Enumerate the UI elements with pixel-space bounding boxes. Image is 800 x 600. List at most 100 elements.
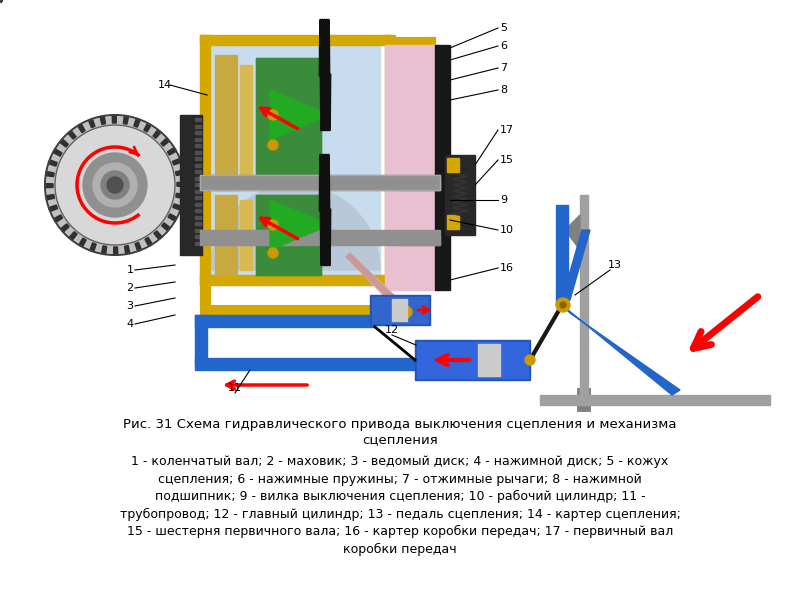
Bar — [0, 0, 1, 1]
Bar — [435, 45, 450, 290]
Text: 3: 3 — [126, 301, 134, 311]
Polygon shape — [176, 193, 184, 199]
Text: 14: 14 — [158, 80, 172, 90]
Text: 10: 10 — [500, 225, 514, 235]
Polygon shape — [114, 247, 118, 255]
Circle shape — [107, 177, 123, 193]
Bar — [195, 196, 201, 199]
Polygon shape — [46, 194, 54, 200]
Bar — [256, 58, 321, 183]
Text: Рис. 31 Схема гидравлического привода выключения сцепления и механизма: Рис. 31 Схема гидравлического привода вы… — [123, 418, 677, 431]
Bar — [200, 35, 210, 285]
Bar — [0, 0, 1, 1]
Bar — [0, 0, 1, 1]
Polygon shape — [89, 119, 95, 128]
Bar — [195, 222, 201, 225]
Bar — [0, 0, 1, 1]
Bar — [200, 175, 440, 190]
Polygon shape — [565, 215, 580, 250]
Bar — [370, 295, 430, 325]
Bar — [195, 163, 201, 166]
Text: 8: 8 — [500, 85, 507, 95]
Text: 17: 17 — [500, 125, 514, 135]
Circle shape — [556, 298, 570, 312]
Bar — [200, 275, 390, 285]
Bar — [195, 315, 207, 365]
Bar — [0, 0, 1, 1]
Circle shape — [400, 306, 412, 318]
Text: 5: 5 — [500, 23, 507, 33]
Bar — [256, 195, 321, 275]
Bar — [240, 200, 252, 270]
Polygon shape — [162, 223, 170, 231]
Bar — [195, 118, 201, 121]
Bar — [195, 209, 201, 212]
Bar — [0, 0, 1, 1]
Polygon shape — [48, 160, 57, 166]
Bar — [195, 131, 201, 134]
Bar — [445, 155, 475, 235]
Bar — [195, 215, 201, 218]
Bar — [0, 0, 1, 1]
Bar — [447, 158, 459, 172]
Polygon shape — [53, 149, 62, 156]
Polygon shape — [161, 138, 170, 146]
Bar — [0, 0, 1, 1]
Polygon shape — [100, 116, 106, 124]
Bar — [0, 0, 1, 1]
Polygon shape — [153, 130, 161, 139]
Text: 1: 1 — [126, 265, 134, 275]
Text: 2: 2 — [126, 283, 134, 293]
Text: 11: 11 — [228, 383, 242, 393]
Polygon shape — [45, 184, 53, 188]
Circle shape — [83, 153, 147, 217]
Text: 6: 6 — [500, 41, 507, 51]
Polygon shape — [135, 242, 142, 251]
Bar — [0, 0, 1, 1]
Bar — [392, 299, 407, 321]
Bar — [395, 180, 440, 190]
Bar — [0, 0, 1, 1]
Polygon shape — [90, 243, 96, 251]
Bar — [195, 190, 201, 193]
Polygon shape — [167, 148, 176, 155]
Bar — [200, 35, 390, 45]
Bar — [0, 0, 1, 1]
Bar — [0, 0, 1, 1]
Text: 15: 15 — [500, 155, 514, 165]
Polygon shape — [562, 230, 590, 300]
Polygon shape — [175, 170, 184, 175]
Bar — [215, 55, 237, 190]
Bar — [0, 0, 1, 1]
Bar — [0, 0, 1, 1]
Circle shape — [525, 355, 535, 365]
Bar — [0, 0, 1, 1]
Bar — [215, 195, 237, 275]
Circle shape — [55, 125, 175, 245]
Circle shape — [268, 110, 278, 120]
Polygon shape — [69, 232, 77, 241]
Bar — [0, 0, 1, 1]
Polygon shape — [177, 182, 185, 187]
Polygon shape — [54, 215, 62, 223]
Bar — [195, 124, 201, 127]
Circle shape — [268, 220, 278, 230]
Bar — [256, 195, 321, 275]
Bar — [395, 235, 440, 245]
Bar — [0, 0, 1, 1]
Polygon shape — [134, 118, 140, 127]
Bar — [0, 0, 1, 1]
Bar — [240, 65, 252, 180]
Text: 4: 4 — [126, 319, 134, 329]
Bar — [195, 315, 375, 327]
Polygon shape — [78, 238, 86, 247]
Bar — [0, 0, 1, 1]
Bar — [0, 0, 1, 1]
Bar — [195, 183, 201, 186]
Polygon shape — [345, 255, 410, 315]
Text: 7: 7 — [500, 63, 507, 73]
Bar — [180, 115, 202, 255]
Bar — [0, 0, 1, 1]
Text: 1 - коленчатый вал; 2 - маховик; 3 - ведомый диск; 4 - нажимной диск; 5 - кожух
: 1 - коленчатый вал; 2 - маховик; 3 - вед… — [119, 455, 681, 556]
Bar — [0, 0, 1, 1]
